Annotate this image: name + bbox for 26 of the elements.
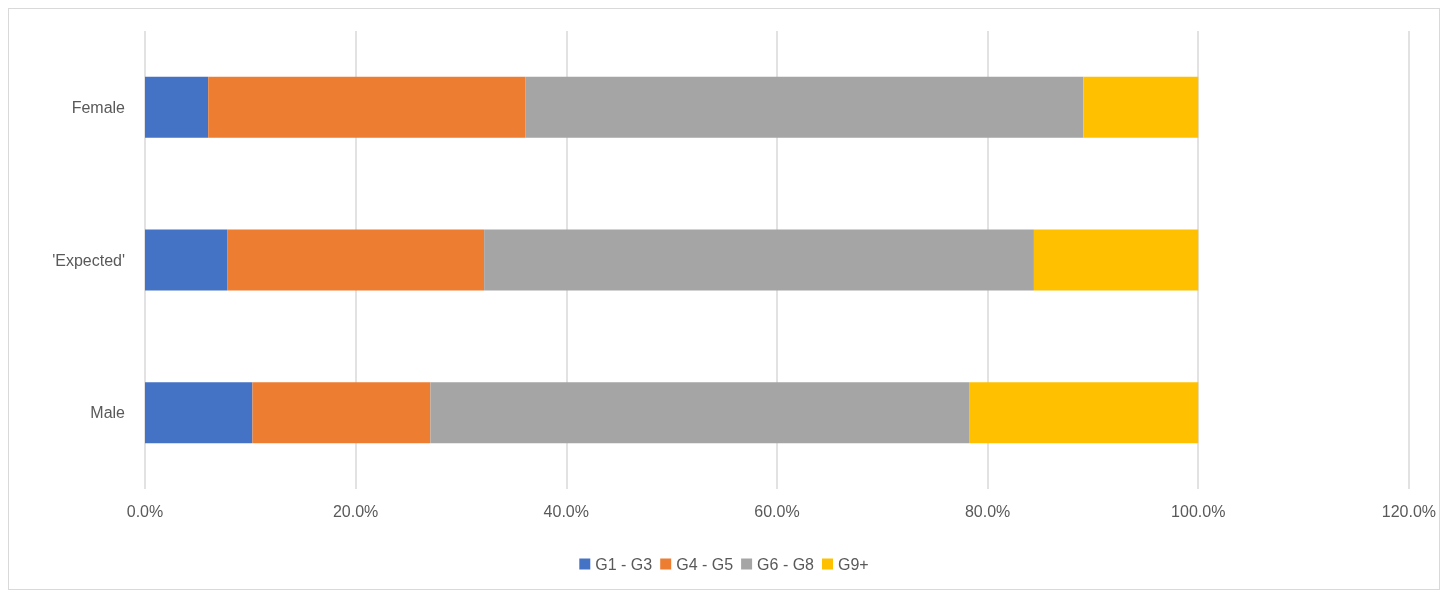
bar [227, 229, 485, 291]
bar [430, 382, 970, 444]
bar [1033, 229, 1199, 291]
bar [252, 382, 431, 444]
bar [969, 382, 1199, 444]
bar [208, 76, 526, 138]
legend-label: G4 - G5 [676, 555, 734, 573]
bar [1083, 76, 1199, 138]
bar [484, 229, 1034, 291]
y-tick-label: Male [90, 404, 126, 422]
legend-label: G9+ [838, 555, 869, 573]
x-tick-label: 20.0% [332, 502, 379, 520]
y-tick-label: Female [71, 98, 126, 116]
x-tick-label: 120.0% [1381, 502, 1436, 520]
bar [525, 76, 1084, 138]
legend-label: G6 - G8 [757, 555, 815, 573]
bar [145, 229, 228, 291]
bar [145, 382, 253, 444]
bar [145, 76, 209, 138]
x-tick-label: 40.0% [543, 502, 589, 520]
legend-label: G1 - G3 [595, 555, 653, 573]
x-tick-label: 60.0% [754, 502, 800, 520]
x-tick-label: 80.0% [964, 502, 1011, 520]
x-tick-label: 0.0% [126, 502, 164, 520]
x-tick-label: 100.0% [1171, 502, 1226, 520]
y-tick-label: 'Expected' [52, 251, 125, 269]
